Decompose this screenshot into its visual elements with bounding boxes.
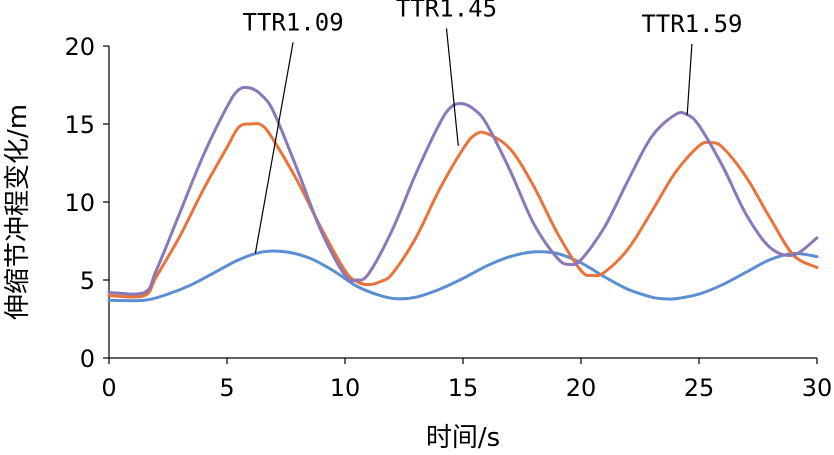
x-tick-label: 0 (101, 374, 116, 402)
x-tick-label: 15 (448, 374, 479, 402)
series-group (107, 85, 819, 303)
leader-line (686, 43, 693, 115)
x-tick-label: 20 (566, 374, 597, 402)
series-label: TTR1.09 (243, 8, 344, 36)
y-tick-label: 10 (64, 189, 95, 217)
series-line-ttr1-59 (107, 85, 819, 296)
y-tick-label: 0 (80, 345, 95, 373)
annotation-group: TTR1.09 TTR1.45 TTR1.59 (243, 0, 742, 254)
x-tick-label: 25 (684, 374, 715, 402)
y-tick-label: 20 (64, 33, 95, 61)
series-label: TTR1.59 (641, 10, 742, 38)
y-tick-label: 15 (64, 111, 95, 139)
x-tick-label: 10 (330, 374, 361, 402)
y-axis-title: 伸缩节冲程变化/m (3, 104, 33, 320)
series-label: TTR1.45 (396, 0, 497, 22)
x-tick-label: 30 (802, 374, 833, 402)
series-line-ttr1-09 (107, 249, 819, 303)
y-ticks: 0 5 10 15 20 (64, 33, 109, 373)
leader-line (254, 42, 294, 254)
series-line-ttr1-45 (107, 122, 819, 299)
x-tick-label: 5 (219, 374, 234, 402)
leader-line (445, 28, 459, 146)
x-axis-title: 时间/s (426, 423, 500, 453)
y-tick-label: 5 (80, 267, 95, 295)
x-ticks: 0 5 10 15 20 25 30 (101, 358, 832, 402)
axes (108, 46, 817, 359)
